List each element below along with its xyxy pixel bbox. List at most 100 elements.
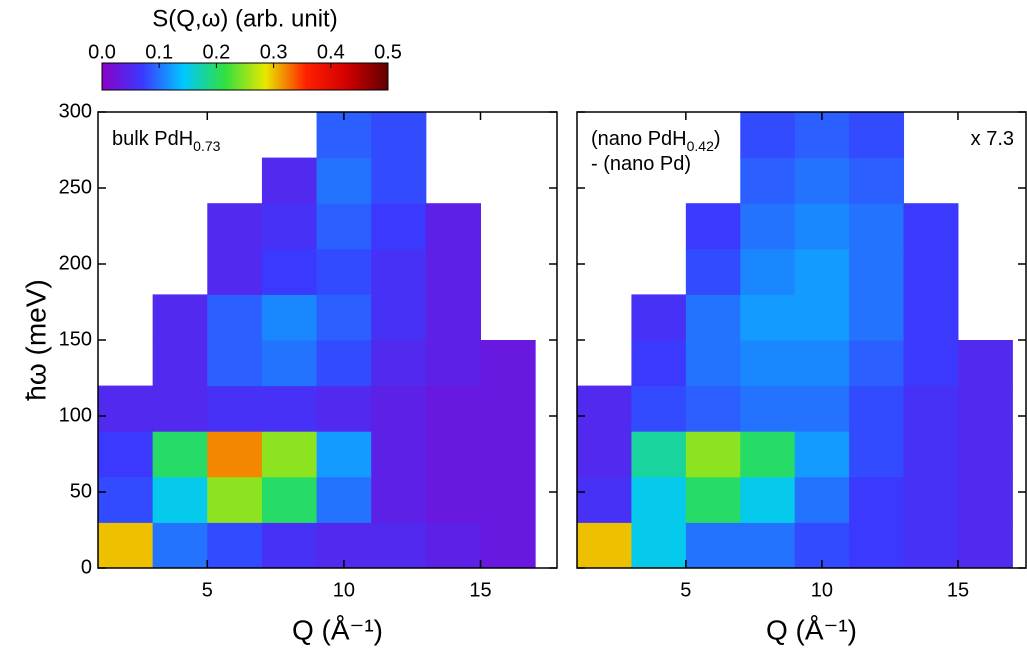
heatmap-cell — [261, 157, 318, 204]
heatmap-cell — [685, 385, 741, 432]
heatmap-cell — [207, 340, 263, 387]
annotation-text: (nano PdH — [591, 128, 687, 150]
heatmap-cell — [903, 340, 959, 387]
heatmap-cell — [577, 385, 632, 432]
heatmap-cell — [631, 522, 687, 569]
heatmap-cell — [631, 340, 687, 387]
heatmap-cell — [371, 203, 427, 250]
heatmap-cell — [371, 522, 427, 569]
heatmap-cell — [849, 340, 905, 387]
heatmap-cell — [98, 431, 154, 478]
heatmap-cell — [957, 522, 1013, 569]
heatmap-cell — [371, 340, 427, 387]
heatmap-cell — [740, 112, 796, 159]
heatmap-cell — [425, 203, 481, 250]
heatmap-cell — [425, 476, 481, 523]
annotation-text: ) — [714, 128, 721, 150]
colorbar-tick-label: 0.2 — [202, 41, 230, 63]
heatmap-cell — [577, 476, 632, 523]
heatmap-cell — [261, 385, 318, 432]
annotation: - (nano Pd) — [591, 153, 691, 175]
heatmap-cell — [740, 294, 796, 341]
heatmap-cell — [740, 522, 796, 569]
heatmap-cell — [480, 385, 536, 432]
heatmap-cell — [316, 385, 372, 432]
colorbar-tick-label: 0.1 — [145, 41, 173, 63]
x-tick-label: 10 — [811, 579, 833, 601]
x-tick-label: 5 — [680, 579, 691, 601]
heatmap-cell — [794, 157, 850, 204]
heatmap-cell — [152, 431, 208, 478]
heatmap-cell — [480, 522, 536, 569]
heatmap-cell — [425, 431, 481, 478]
y-tick-label: 300 — [59, 100, 92, 122]
heatmap-cell — [371, 112, 427, 159]
heatmap-cell — [685, 476, 741, 523]
y-tick-label: 200 — [59, 252, 92, 274]
heatmap-cell — [849, 476, 905, 523]
heatmap-cell — [577, 522, 632, 569]
x-tick-label: 15 — [469, 579, 491, 601]
heatmap-cell — [261, 294, 318, 341]
heatmap-cell — [631, 294, 687, 341]
heatmap-cell — [685, 203, 741, 250]
colorbar — [101, 62, 389, 91]
heatmap-cell — [261, 476, 318, 523]
heatmap-cell — [425, 522, 481, 569]
heatmap-cell — [794, 385, 850, 432]
heatmap-cell — [903, 248, 959, 295]
y-tick-label: 250 — [59, 176, 92, 198]
heatmap-cell — [371, 157, 427, 204]
heatmap-cell — [740, 248, 796, 295]
heatmap-cell — [207, 294, 263, 341]
heatmap-cell — [371, 385, 427, 432]
heatmap-cell — [261, 248, 318, 295]
heatmap-cell — [849, 157, 905, 204]
heatmap-cell — [152, 294, 208, 341]
annotation-text: - (nano Pd) — [591, 153, 691, 175]
annotation: x 7.3 — [971, 128, 1014, 150]
colorbar-title: S(Q,ω) (arb. unit) — [152, 5, 337, 32]
heatmap-cell — [98, 522, 154, 569]
y-axis-label: ħω (meV) — [20, 279, 51, 400]
heatmap-cell — [794, 248, 850, 295]
heatmap-cell — [903, 203, 959, 250]
heatmap-cell — [631, 476, 687, 523]
x-tick-label: 15 — [947, 579, 969, 601]
heatmap-cell — [794, 294, 850, 341]
heatmap-cell — [207, 248, 263, 295]
heatmap-cell — [740, 385, 796, 432]
heatmap-cell — [207, 476, 263, 523]
annotation-text: bulk PdH — [112, 128, 193, 150]
colorbar-tick-label: 0.0 — [88, 41, 116, 63]
heatmap-cell — [261, 522, 318, 569]
x-axis-label: Q (Å⁻¹) — [766, 614, 857, 645]
annotation-subscript: 0.42 — [687, 138, 714, 154]
heatmap-cell — [903, 294, 959, 341]
heatmap-cell — [957, 385, 1013, 432]
heatmap-cell — [631, 385, 687, 432]
colorbar-tick-label: 0.5 — [374, 41, 402, 63]
annotation: (nano PdH0.42) — [591, 128, 721, 153]
heatmap-cell — [957, 476, 1013, 523]
y-tick-label: 50 — [70, 480, 92, 502]
heatmap-cell — [685, 248, 741, 295]
x-tick-label: 5 — [202, 579, 213, 601]
heatmap-cell — [480, 476, 536, 523]
heatmap-cell — [425, 248, 481, 295]
annotation-subscript: 0.73 — [193, 138, 220, 154]
heatmap-cell — [957, 431, 1013, 478]
heatmap-cell — [849, 203, 905, 250]
heatmap-cell — [371, 294, 427, 341]
heatmap-cell — [849, 385, 905, 432]
heatmap-cell — [316, 294, 372, 341]
heatmap-cell — [849, 294, 905, 341]
annotation: bulk PdH0.73 — [112, 128, 221, 153]
heatmap-cell — [98, 476, 154, 523]
heatmap-cell — [316, 431, 372, 478]
colorbar-tick-label: 0.3 — [260, 41, 288, 63]
heatmap-cell — [849, 248, 905, 295]
heatmap-cell — [740, 157, 796, 204]
x-axis-label: Q (Å⁻¹) — [292, 614, 383, 645]
heatmap-cell — [849, 431, 905, 478]
